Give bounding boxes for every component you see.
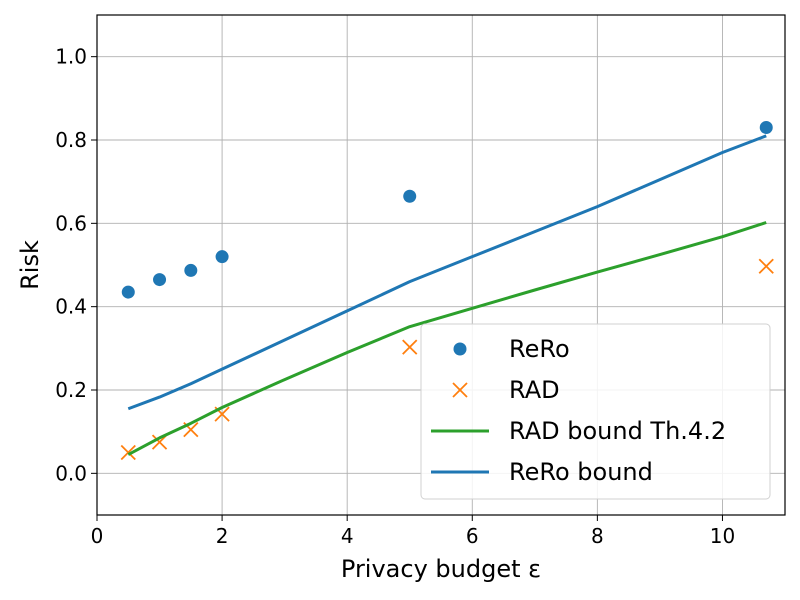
- rero-point: [403, 189, 417, 203]
- rad-bound-th-4-2-line: [127, 221, 767, 456]
- y-tick-label: 0.4: [55, 295, 87, 319]
- rero-point: [153, 273, 167, 287]
- legend-label-rad-bound-th-4-2: RAD bound Th.4.2: [509, 417, 726, 445]
- x-tick-label: 6: [466, 524, 479, 548]
- legend-box: [420, 323, 771, 500]
- plot-area: [120, 121, 774, 461]
- x-tick-label: 10: [710, 524, 735, 548]
- x-tick-label: 2: [216, 524, 229, 548]
- y-tick-label: 0.8: [55, 128, 87, 152]
- x-tick-label: 0: [91, 524, 104, 548]
- legend-swatch-rad: [452, 382, 468, 398]
- y-tick-label: 0.2: [55, 378, 87, 402]
- rero-point: [215, 250, 229, 264]
- y-tick-label: 1.0: [55, 45, 87, 69]
- axis-ticks: 0 2 4 6 8 10 0.0 0.2 0.4 0.6 0.8 1.0: [55, 45, 735, 548]
- y-axis-label: Risk: [16, 240, 44, 290]
- rad-point: [402, 339, 418, 355]
- grid: [96, 15, 785, 515]
- rero-point: [184, 263, 198, 277]
- legend-label-rad: RAD: [509, 376, 560, 404]
- rad-point: [151, 434, 168, 450]
- legend-label-rero: ReRo: [509, 335, 570, 363]
- rad-point: [758, 258, 774, 274]
- x-axis-label: Privacy budget ε: [341, 555, 541, 583]
- rero-bound-line: [127, 134, 767, 411]
- y-tick-label: 0.0: [55, 461, 87, 485]
- y-tick-label: 0.6: [55, 211, 87, 235]
- rero-point: [759, 121, 773, 134]
- legend-label-rero-bound: ReRo bound: [509, 458, 653, 486]
- x-tick-label: 4: [341, 524, 354, 548]
- rad-point: [120, 444, 136, 461]
- rero-point: [121, 285, 135, 299]
- legend: ReRo RAD RAD bound Th.4.2 ReRo bound: [420, 323, 771, 500]
- x-tick-label: 8: [591, 524, 604, 548]
- plot-frame: [96, 14, 786, 516]
- legend-swatch-rero: [453, 342, 467, 356]
